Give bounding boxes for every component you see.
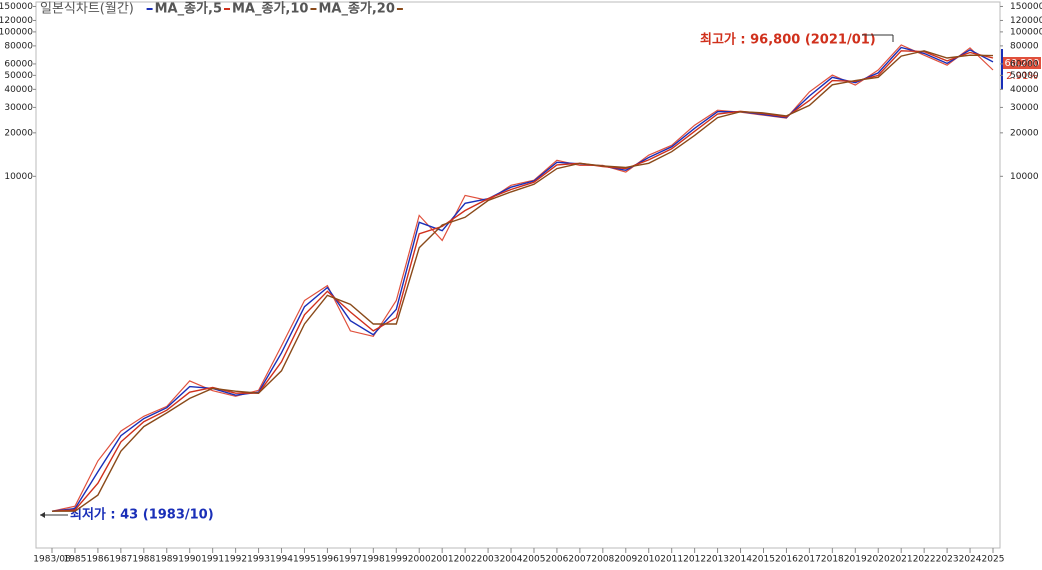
x-tick-label: 1983/08: [33, 555, 71, 565]
x-tick-label: 2011: [660, 555, 683, 565]
x-tick-label: 1998: [362, 555, 385, 565]
x-tick-label: 1997: [339, 555, 362, 565]
x-tick-label: 2002: [454, 555, 477, 565]
price-line: [51, 44, 994, 512]
y-tick-label: 40000: [4, 85, 33, 95]
x-tick-label: 1991: [201, 555, 224, 565]
last-price: 60,200: [1005, 58, 1040, 69]
y-tick-label: 100000: [0, 27, 33, 37]
x-tick-label: 1989: [155, 555, 178, 565]
y-tick-label: 120000: [1010, 16, 1042, 26]
y-tick-label: 30000: [1010, 103, 1039, 113]
price-change: 2.91%: [1006, 71, 1038, 82]
x-tick-label: 1994: [270, 555, 293, 565]
x-tick-label: 2012: [683, 555, 706, 565]
y-tick-label: 80000: [1010, 41, 1039, 51]
x-tick-label: 2022: [913, 555, 936, 565]
y-tick-label: 150000: [0, 2, 33, 12]
x-tick-label: 2021: [890, 555, 913, 565]
x-tick-label: 1996: [316, 555, 339, 565]
range-bar: [1001, 49, 1003, 89]
x-tick-label: 2000: [408, 555, 431, 565]
y-tick-label: 10000: [4, 172, 33, 182]
x-tick-label: 2003: [477, 555, 500, 565]
x-tick-label: 2015: [752, 555, 775, 565]
x-tick-label: 2017: [798, 555, 821, 565]
x-tick-label: 2025: [982, 555, 1005, 565]
x-tick-label: 1992: [224, 555, 247, 565]
y-tick-label: 80000: [4, 41, 33, 51]
y-tick-label: 100000: [1010, 27, 1042, 37]
low-annotation: 최저가 : 43 (1983/10): [70, 508, 214, 523]
y-tick-label: 120000: [0, 16, 33, 26]
plot-frame: [35, 1, 1001, 549]
y-tick-label: 50000: [4, 71, 33, 81]
x-tick-label: 2008: [591, 555, 614, 565]
x-tick-label: 1999: [385, 555, 408, 565]
x-tick-label: 2010: [637, 555, 660, 565]
x-tick-label: 2005: [523, 555, 546, 565]
y-tick-label: 150000: [1010, 2, 1042, 12]
x-tick-label: 2007: [568, 555, 591, 565]
y-tick-label: 60000: [4, 59, 33, 69]
ma-line: [51, 50, 994, 512]
x-tick-label: 2020: [867, 555, 890, 565]
low-arrow-head: [40, 512, 45, 518]
x-tick-label: 1986: [86, 555, 109, 565]
price-box: [1003, 57, 1041, 69]
ma-line: [52, 50, 994, 512]
x-tick-label: 2013: [706, 555, 729, 565]
x-tick-label: 1990: [178, 555, 201, 565]
ma-line: [51, 46, 994, 512]
x-tick-label: 2018: [821, 555, 844, 565]
high-annotation: 최고가 : 96,800 (2021/01): [700, 33, 876, 48]
y-tick-label: 50000: [1010, 71, 1039, 81]
x-tick-label: 2019: [844, 555, 867, 565]
chart-title: 일본식차트(월간): [40, 2, 134, 17]
x-tick-label: 2009: [614, 555, 637, 565]
legend-label: MA_종가,5: [155, 2, 222, 17]
x-tick-label: 2023: [936, 555, 959, 565]
x-tick-label: 1988: [132, 555, 155, 565]
x-tick-label: 2004: [500, 555, 523, 565]
y-tick-label: 20000: [4, 128, 33, 138]
x-tick-label: 1993: [247, 555, 270, 565]
legend-label: MA_종가,20: [318, 2, 394, 17]
x-tick-label: 1995: [293, 555, 316, 565]
x-tick-label: 2006: [545, 555, 568, 565]
x-tick-label: 2014: [729, 555, 752, 565]
y-tick-label: 40000: [1010, 85, 1039, 95]
legend-label: MA_종가,10: [232, 2, 308, 17]
x-tick-label: 1985: [63, 555, 86, 565]
x-tick-label: 2001: [431, 555, 454, 565]
y-tick-label: 20000: [1010, 128, 1039, 138]
x-tick-label: 2024: [959, 555, 982, 565]
y-tick-label: 60000: [1010, 59, 1039, 69]
y-tick-label: 10000: [1010, 172, 1039, 182]
y-tick-label: 30000: [4, 103, 33, 113]
x-tick-label: 2016: [775, 555, 798, 565]
x-tick-label: 1987: [109, 555, 132, 565]
